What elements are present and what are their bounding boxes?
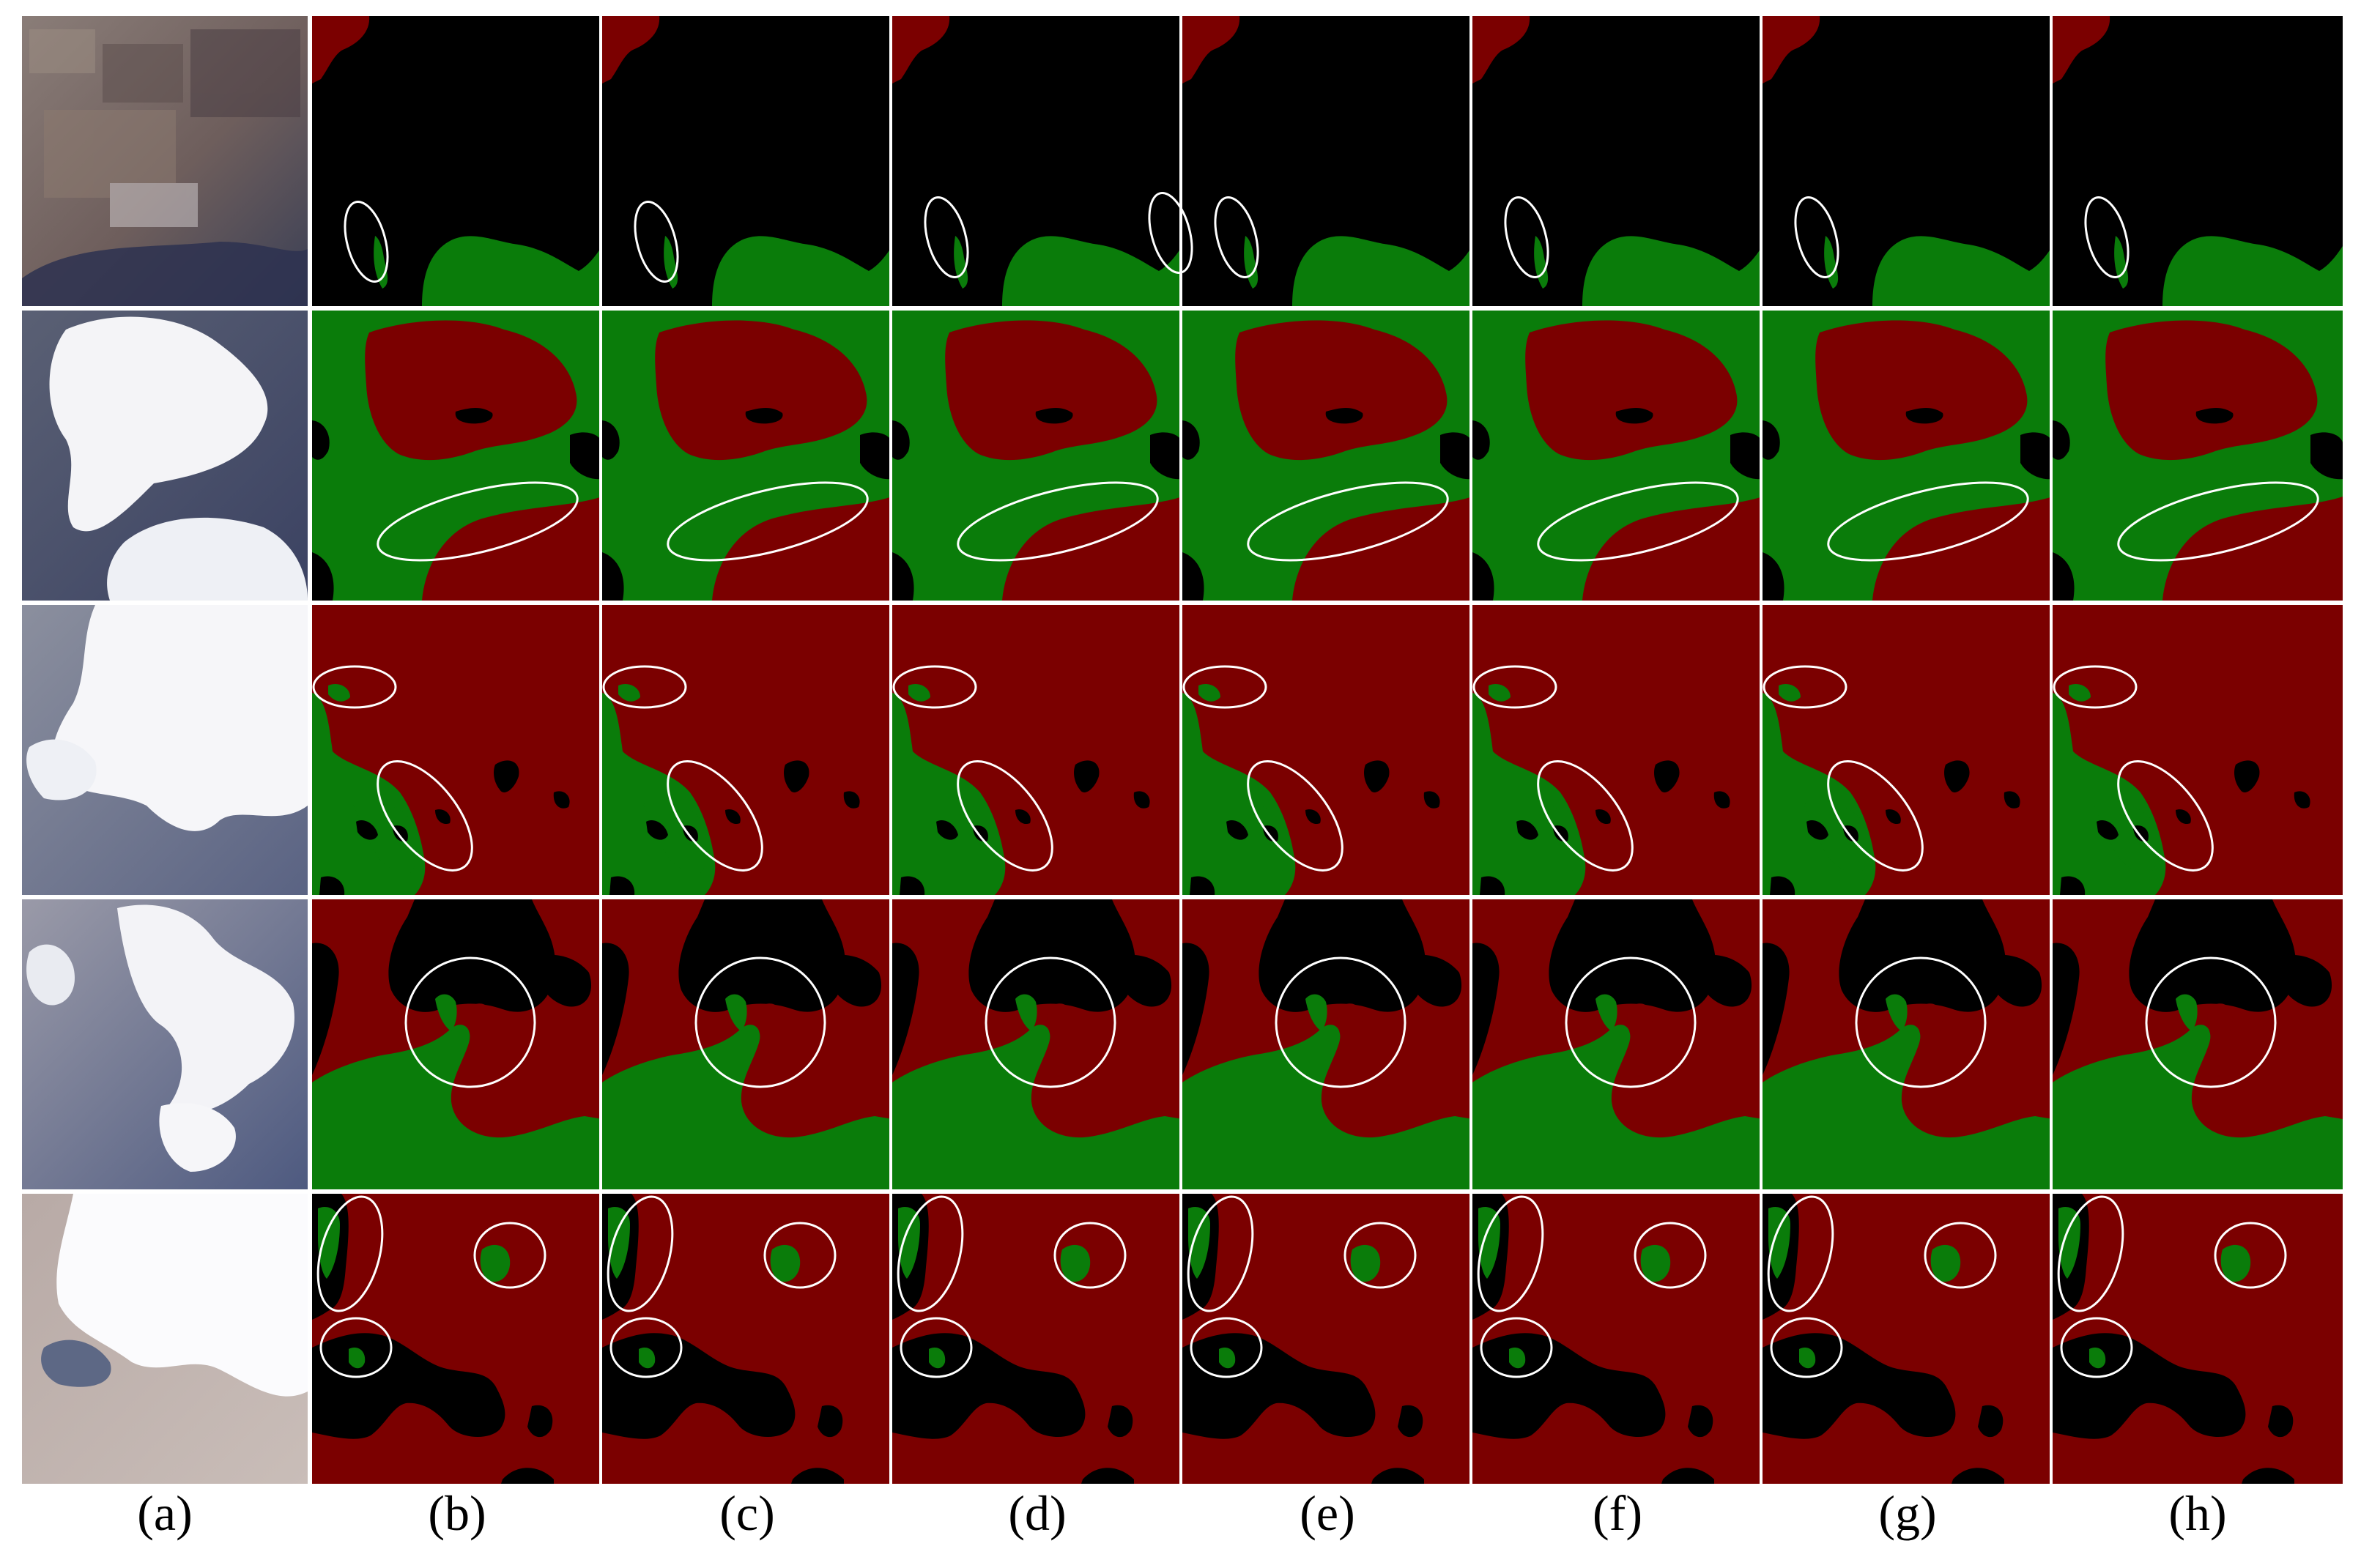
seg-map-r1-b	[312, 16, 602, 306]
seg-map-r4-b	[312, 899, 602, 1189]
seg-map-r5-h	[2053, 1194, 2343, 1484]
highlight-ellipses-r2	[377, 481, 2319, 562]
column-label-d: (d)	[1008, 1485, 1067, 1541]
seg-map-r4-h	[2053, 899, 2343, 1189]
column-label-g: (g)	[1878, 1485, 1937, 1541]
seg-map-r4-e	[1182, 899, 1472, 1189]
seg-map-r3-c	[602, 605, 892, 895]
row-5	[22, 1194, 2343, 1484]
panel-separators	[22, 15, 2344, 1485]
column-label-b: (b)	[428, 1485, 486, 1541]
seg-map-r3-b	[312, 605, 602, 895]
seg-map-r5-c	[602, 1194, 892, 1484]
highlight-circles-r4	[404, 956, 2277, 1088]
seg-map-r3-g	[1763, 605, 2053, 895]
satellite-image-3-cloud	[52, 605, 308, 831]
seg-map-r5-g	[1763, 1194, 2053, 1484]
seg-map-r1-c	[602, 16, 892, 306]
satellite-image-2-cloud-2	[107, 517, 308, 601]
satellite-image-4-cloud	[117, 904, 294, 1113]
column-label-e: (e)	[1300, 1485, 1355, 1541]
column-label-h: (h)	[2168, 1485, 2227, 1541]
satellite-image-3-cloud-2	[26, 739, 97, 800]
seg-map-r5-d	[892, 1194, 1182, 1484]
row-3	[22, 605, 2343, 895]
highlight-ellipses-r5	[316, 1195, 2287, 1378]
satellite-image-5-cloud	[56, 1194, 308, 1397]
highlight-ellipses-r3	[312, 665, 2214, 872]
satellite-image-2-cloud	[49, 316, 268, 532]
seg-map-r4-g	[1763, 899, 2053, 1189]
seg-map-r5-f	[1472, 1194, 1763, 1484]
seg-map-r5-e	[1182, 1194, 1472, 1484]
seg-map-r4-c	[602, 899, 892, 1189]
seg-map-r3-d	[892, 605, 1182, 895]
row-4	[22, 899, 2343, 1189]
satellite-image-1-dark-area	[22, 242, 308, 306]
seg-map-r3-e	[1182, 605, 1472, 895]
column-label-f: (f)	[1593, 1485, 1642, 1541]
row-2	[22, 311, 2343, 601]
seg-map-r3-h	[2053, 605, 2343, 895]
satellite-image-1-fields	[29, 29, 300, 227]
column-label-c: (c)	[719, 1485, 775, 1541]
satellite-image-4-cloud-3	[159, 1103, 236, 1172]
seg-map-r4-d	[892, 899, 1182, 1189]
seg-map-r3-f	[1472, 605, 1763, 895]
seg-map-r5-b	[312, 1194, 602, 1484]
satellite-image-4-cloud-2	[26, 944, 75, 1006]
row-1	[22, 16, 2343, 306]
seg-map-r4-f	[1472, 899, 1763, 1189]
highlight-ellipses-r1	[344, 191, 2130, 283]
column-label-a: (a)	[137, 1485, 193, 1541]
satellite-image-5-dark-patch	[41, 1340, 111, 1387]
